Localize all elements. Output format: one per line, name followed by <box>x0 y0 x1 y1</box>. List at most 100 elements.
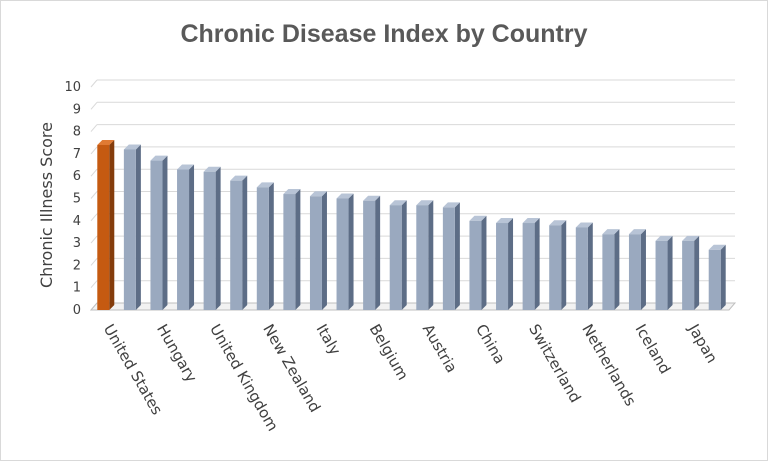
bar-side <box>667 235 673 310</box>
bar <box>203 166 221 310</box>
x-tick-label: Switzerland <box>525 321 584 406</box>
bar-top <box>256 182 274 188</box>
bar-front <box>123 149 136 310</box>
bar-top <box>203 166 221 172</box>
bar-side <box>135 144 141 310</box>
bar-top <box>442 202 460 208</box>
bar-front <box>522 223 535 310</box>
bar-side <box>428 200 434 310</box>
bar-front <box>602 234 615 310</box>
gridline-depth <box>90 191 98 199</box>
bar-side <box>587 222 593 310</box>
bar <box>177 164 195 310</box>
gridline-depth <box>90 280 98 289</box>
bar-top <box>496 218 514 224</box>
bar-side <box>508 218 514 310</box>
bars <box>97 139 726 310</box>
bar <box>309 191 327 310</box>
bar <box>549 220 567 310</box>
x-tick-label: Belgium <box>366 321 412 383</box>
x-tick-label: China <box>472 321 509 367</box>
y-tick-label: 7 <box>73 147 81 162</box>
y-tick-label: 9 <box>73 102 81 117</box>
bar-side <box>720 244 726 310</box>
bar-front <box>496 223 509 310</box>
y-tick-label: 3 <box>73 236 81 251</box>
bar-front <box>203 171 216 310</box>
gridlines <box>89 79 737 311</box>
bar <box>708 244 726 310</box>
bar-top <box>602 229 620 235</box>
bar-front <box>177 169 190 310</box>
bar <box>682 235 700 310</box>
bar-front <box>628 234 641 310</box>
bar-front <box>150 160 163 310</box>
bar-front <box>469 220 482 310</box>
bar-side <box>481 215 487 310</box>
bar-side <box>295 189 301 310</box>
y-tick-label: 1 <box>73 281 81 296</box>
bar-top <box>230 175 248 181</box>
bar-front <box>336 198 349 310</box>
bar-top <box>177 164 195 170</box>
bar-side <box>454 202 460 310</box>
bar-top <box>708 244 726 250</box>
bar-side <box>321 191 327 310</box>
bar <box>655 235 673 310</box>
bar-side <box>215 166 221 310</box>
gridline-depth <box>90 235 98 244</box>
bar-top <box>309 191 327 197</box>
bar-front <box>389 205 402 310</box>
bar <box>602 229 620 310</box>
bar <box>150 155 168 310</box>
bar <box>628 229 646 310</box>
bar-front <box>442 207 455 310</box>
gridline-depth <box>90 258 98 266</box>
bar-side <box>375 195 381 310</box>
bar <box>336 193 354 310</box>
x-tick-label: Japan <box>684 320 721 366</box>
bar-top <box>628 229 646 235</box>
bar-front <box>97 144 110 310</box>
y-tick-label: 0 <box>73 303 81 318</box>
bar-front <box>363 200 376 310</box>
bar-front <box>230 180 243 310</box>
gridline-depth <box>90 101 98 110</box>
gridline-depth <box>90 146 98 155</box>
gridline-depth <box>90 79 98 88</box>
bar-front <box>256 187 269 310</box>
y-tick-label: 10 <box>64 80 81 95</box>
chart-floor <box>89 302 737 311</box>
bar-front <box>708 249 721 310</box>
bar-front <box>309 196 322 310</box>
chart-title: Chronic Disease Index by Country <box>180 20 587 48</box>
bar-top <box>469 215 487 221</box>
bar <box>123 144 141 310</box>
bar <box>389 200 407 310</box>
bar-top <box>283 189 301 195</box>
bar-side <box>640 229 646 310</box>
bar-side <box>614 229 620 310</box>
y-tick-label: 5 <box>73 192 81 207</box>
bar-side <box>162 155 168 310</box>
bar-top <box>97 139 115 145</box>
bar <box>283 189 301 310</box>
bar-top <box>336 193 354 199</box>
gridline-depth <box>90 168 98 177</box>
bar <box>469 215 487 310</box>
y-axis-label: Chronic Illness Score <box>37 122 56 288</box>
bar <box>230 175 248 310</box>
x-tick-label: Italy <box>312 321 344 358</box>
bar-top <box>123 144 141 150</box>
bar-side <box>694 235 700 310</box>
bar-side <box>561 220 567 310</box>
bar-top <box>150 155 168 161</box>
y-tick-label: 8 <box>73 125 81 140</box>
bar-top <box>416 200 434 206</box>
bar-top <box>389 200 407 206</box>
gridline-depth <box>90 213 98 222</box>
bar <box>97 139 115 310</box>
x-tick-label: Iceland <box>631 321 674 377</box>
